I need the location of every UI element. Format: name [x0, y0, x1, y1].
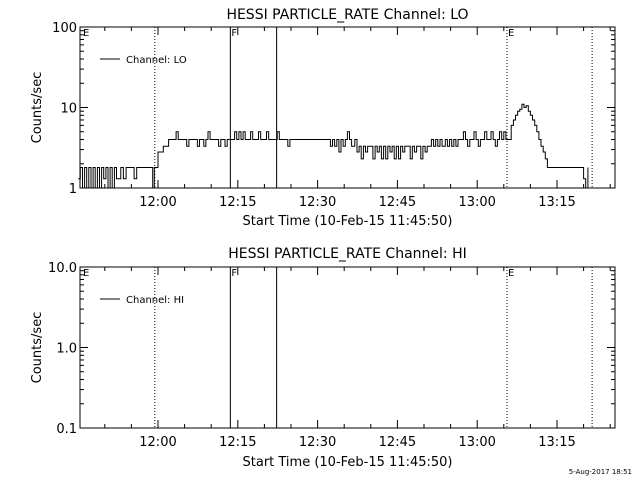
- plot-frame: [79, 266, 616, 429]
- flag-marker-label: E: [83, 28, 89, 39]
- flag-marker-label: E: [508, 268, 514, 279]
- y-tick-label: 10: [60, 102, 77, 117]
- y-axis-label: Counts/sec: [30, 312, 45, 384]
- x-tick-label: 13:15: [538, 435, 575, 450]
- chart-lo: HESSI PARTICLE_RATE Channel: LO 1 10 100 Cou…: [30, 7, 616, 229]
- y-axis-label: Counts/sec: [30, 72, 45, 144]
- plot-timestamp: 5-Aug-2017 18:51: [569, 468, 632, 476]
- x-tick-label: 13:00: [458, 435, 495, 450]
- x-tick-label: 12:30: [299, 435, 336, 450]
- x-tick-label: 12:15: [219, 435, 256, 450]
- y-tick-label: 10.0: [48, 261, 77, 276]
- x-tick-label: 12:45: [379, 195, 416, 210]
- legend-entry: Channel: LO: [126, 55, 187, 66]
- flag-marker-label: F: [231, 268, 237, 279]
- x-tick-label: 12:15: [219, 195, 256, 210]
- x-tick-label: 12:00: [139, 195, 176, 210]
- chart-hi: HESSI PARTICLE_RATE Channel: HI 0.1 1.0 10.…: [30, 246, 616, 470]
- x-tick-label: 12:00: [139, 435, 176, 450]
- x-tick-label: 13:15: [538, 195, 575, 210]
- x-tick-label: 12:45: [379, 435, 416, 450]
- chart-title: HESSI PARTICLE_RATE Channel: HI: [228, 246, 466, 262]
- y-tick-label: 0.1: [56, 422, 77, 437]
- flag-marker-label: E: [508, 28, 514, 39]
- y-tick-label: 1: [69, 182, 77, 197]
- y-tick-label: 1.0: [56, 342, 77, 357]
- chart-title: HESSI PARTICLE_RATE Channel: LO: [226, 7, 468, 23]
- x-axis-label: Start Time (10-Feb-15 11:45:50): [243, 214, 453, 229]
- y-tick-label: 100: [52, 21, 77, 36]
- plot-frame: [79, 26, 616, 189]
- x-tick-label: 13:00: [458, 195, 495, 210]
- data-series-line: [78, 103, 589, 189]
- x-tick-label: 12:30: [299, 195, 336, 210]
- flag-marker-label: F: [231, 28, 237, 39]
- x-axis-label: Start Time (10-Feb-15 11:45:50): [243, 455, 453, 470]
- legend-entry: Channel: HI: [126, 295, 184, 306]
- flag-marker-label: E: [83, 268, 89, 279]
